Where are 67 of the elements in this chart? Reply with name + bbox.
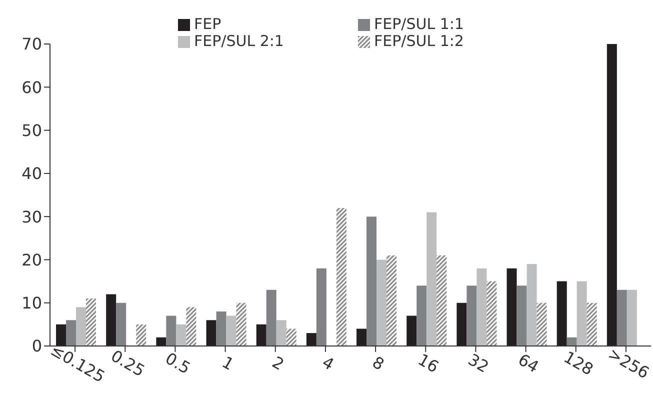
legend-label: FEP/SUL 2:1	[194, 32, 284, 50]
bar	[186, 307, 196, 346]
y-tick-label: 60	[22, 78, 42, 97]
bar	[306, 333, 316, 346]
bar	[76, 307, 86, 346]
bar	[86, 298, 96, 346]
bar	[106, 294, 116, 346]
bar	[406, 316, 417, 346]
legend-label: FEP/SUL 1:2	[374, 32, 464, 50]
x-tick-label: 2	[268, 352, 288, 374]
bar	[586, 302, 597, 346]
bar	[626, 290, 637, 346]
bar	[206, 320, 216, 346]
y-tick-label: 10	[22, 294, 42, 313]
y-tick-label: 50	[22, 120, 42, 140]
legend-label: FEP/SUL 1:1	[374, 15, 464, 33]
bar	[356, 328, 367, 346]
x-tick-label: 64	[514, 350, 542, 377]
y-tick-label: 30	[22, 207, 42, 226]
bar	[576, 281, 587, 346]
bar	[286, 328, 296, 346]
bar	[216, 311, 226, 346]
bar	[66, 320, 76, 346]
bar	[566, 337, 577, 346]
x-tick-label: 32	[464, 350, 492, 377]
bar	[316, 268, 326, 346]
bar	[236, 302, 246, 346]
bar	[256, 324, 266, 346]
bar	[366, 216, 377, 346]
bar	[536, 302, 547, 346]
bar	[266, 290, 276, 346]
y-tick-label: 0	[32, 336, 42, 356]
bar	[226, 316, 236, 346]
bar	[616, 290, 627, 346]
bar	[516, 286, 527, 346]
bar	[556, 281, 567, 346]
x-tick-label: 1	[218, 352, 238, 374]
bar	[116, 302, 126, 346]
y-tick-label: 70	[22, 34, 42, 54]
x-tick-label: 0.25	[108, 346, 148, 380]
bar	[276, 320, 286, 346]
x-tick-label: 128	[560, 347, 597, 380]
bar	[436, 255, 447, 346]
bar	[136, 324, 146, 346]
bar	[476, 268, 487, 346]
bar	[56, 324, 66, 346]
bar	[456, 302, 467, 346]
x-tick-label: 0.5	[162, 348, 194, 378]
x-tick-label: 4	[319, 352, 338, 374]
x-tick-label: 16	[414, 350, 442, 377]
bar	[416, 286, 427, 346]
bar	[166, 316, 176, 346]
bar	[336, 208, 346, 346]
bar	[176, 324, 186, 346]
bar	[386, 255, 397, 346]
bar	[526, 264, 537, 346]
bar	[606, 44, 617, 346]
bar	[426, 212, 437, 346]
y-tick-label: 20	[22, 250, 42, 270]
y-tick-label: 40	[22, 164, 42, 184]
bar	[376, 260, 387, 346]
bar	[486, 281, 497, 346]
legend-label: FEP	[194, 15, 222, 33]
bar	[156, 337, 166, 346]
bar	[506, 268, 517, 346]
x-tick-label: 8	[369, 352, 388, 374]
bar	[466, 286, 477, 346]
